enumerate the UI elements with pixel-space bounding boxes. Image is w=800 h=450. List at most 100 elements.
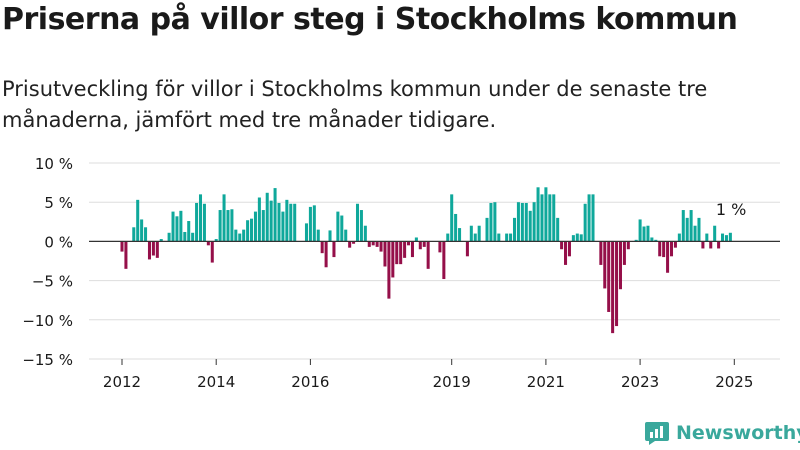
bar xyxy=(693,225,697,242)
bar xyxy=(540,194,544,242)
bar xyxy=(485,217,489,242)
x-tick-label: 2014 xyxy=(197,373,235,391)
bar xyxy=(277,202,281,242)
bar xyxy=(450,194,454,242)
bar xyxy=(132,227,136,242)
bar xyxy=(340,215,344,242)
bar xyxy=(438,241,442,253)
bar xyxy=(387,241,391,299)
x-tick-label: 2025 xyxy=(715,373,753,391)
bar xyxy=(316,229,320,242)
bar xyxy=(454,213,458,242)
bar xyxy=(552,194,556,242)
x-tick-label: 2021 xyxy=(527,373,565,391)
bar xyxy=(414,237,418,242)
bar xyxy=(250,218,254,242)
bar xyxy=(654,239,658,242)
bar xyxy=(615,241,619,327)
bar xyxy=(293,203,297,242)
bar xyxy=(418,241,422,250)
bar xyxy=(363,225,367,242)
bar xyxy=(662,241,666,258)
y-tick-label: −10 % xyxy=(22,312,73,330)
bar xyxy=(524,202,528,242)
bar xyxy=(607,241,611,312)
bar xyxy=(599,241,603,265)
bar xyxy=(705,233,709,242)
bar xyxy=(289,203,293,242)
newsworthy-logo-icon xyxy=(645,422,669,445)
y-tick-label: −15 % xyxy=(22,351,73,369)
bar xyxy=(151,241,155,256)
bar xyxy=(721,233,725,242)
bar xyxy=(226,210,230,242)
bar xyxy=(575,233,579,242)
bar xyxy=(634,239,638,242)
bar xyxy=(410,241,414,258)
bar xyxy=(571,235,575,242)
bar xyxy=(489,202,493,242)
bar xyxy=(717,241,721,249)
bar xyxy=(312,205,316,242)
bar xyxy=(583,203,587,242)
bar xyxy=(458,228,462,242)
bar xyxy=(328,230,332,242)
bar xyxy=(257,197,261,242)
bar xyxy=(167,232,171,242)
bar xyxy=(269,200,273,242)
bar xyxy=(658,241,662,257)
bar xyxy=(638,219,642,242)
bar xyxy=(308,206,312,242)
y-tick-label: 5 % xyxy=(44,194,73,212)
bar xyxy=(395,241,399,265)
bar xyxy=(281,211,285,242)
y-tick-label: 10 % xyxy=(35,155,73,173)
bar xyxy=(140,219,144,242)
bar xyxy=(709,241,713,249)
bar xyxy=(273,188,277,242)
bar xyxy=(618,241,622,290)
bar xyxy=(210,241,214,263)
y-tick-label: −5 % xyxy=(32,273,73,291)
brand-logo: Newsworthy xyxy=(644,420,800,446)
bar xyxy=(179,210,183,242)
bar xyxy=(697,217,701,242)
bar xyxy=(332,241,336,258)
bar xyxy=(646,225,650,242)
bar xyxy=(261,210,265,242)
bar xyxy=(304,223,308,242)
bar xyxy=(348,241,352,248)
chart-title: Priserna på villor steg i Stockholms kom… xyxy=(2,2,738,37)
bar xyxy=(564,241,568,265)
bar xyxy=(548,194,552,242)
bar xyxy=(155,241,159,258)
bar xyxy=(159,239,163,242)
bar xyxy=(587,194,591,242)
bar xyxy=(446,233,450,242)
bar xyxy=(171,211,175,242)
bar xyxy=(560,241,564,250)
bar xyxy=(191,232,195,242)
bar xyxy=(666,241,670,273)
bar xyxy=(469,225,473,242)
bar xyxy=(669,241,674,257)
bar xyxy=(497,233,501,242)
bar xyxy=(242,229,246,242)
bar xyxy=(195,202,199,242)
bar xyxy=(246,220,250,242)
bar xyxy=(367,241,371,247)
bar xyxy=(265,192,269,242)
bar xyxy=(442,241,446,280)
bar xyxy=(477,225,481,242)
bar xyxy=(701,241,705,249)
bar xyxy=(202,203,206,242)
bar xyxy=(187,221,191,242)
x-tick-label: 2019 xyxy=(433,373,471,391)
bar xyxy=(403,241,407,258)
bar xyxy=(626,241,630,250)
bar xyxy=(591,194,595,242)
bar xyxy=(622,241,626,265)
bar xyxy=(379,241,383,252)
bar xyxy=(685,217,689,242)
bar xyxy=(383,241,387,267)
